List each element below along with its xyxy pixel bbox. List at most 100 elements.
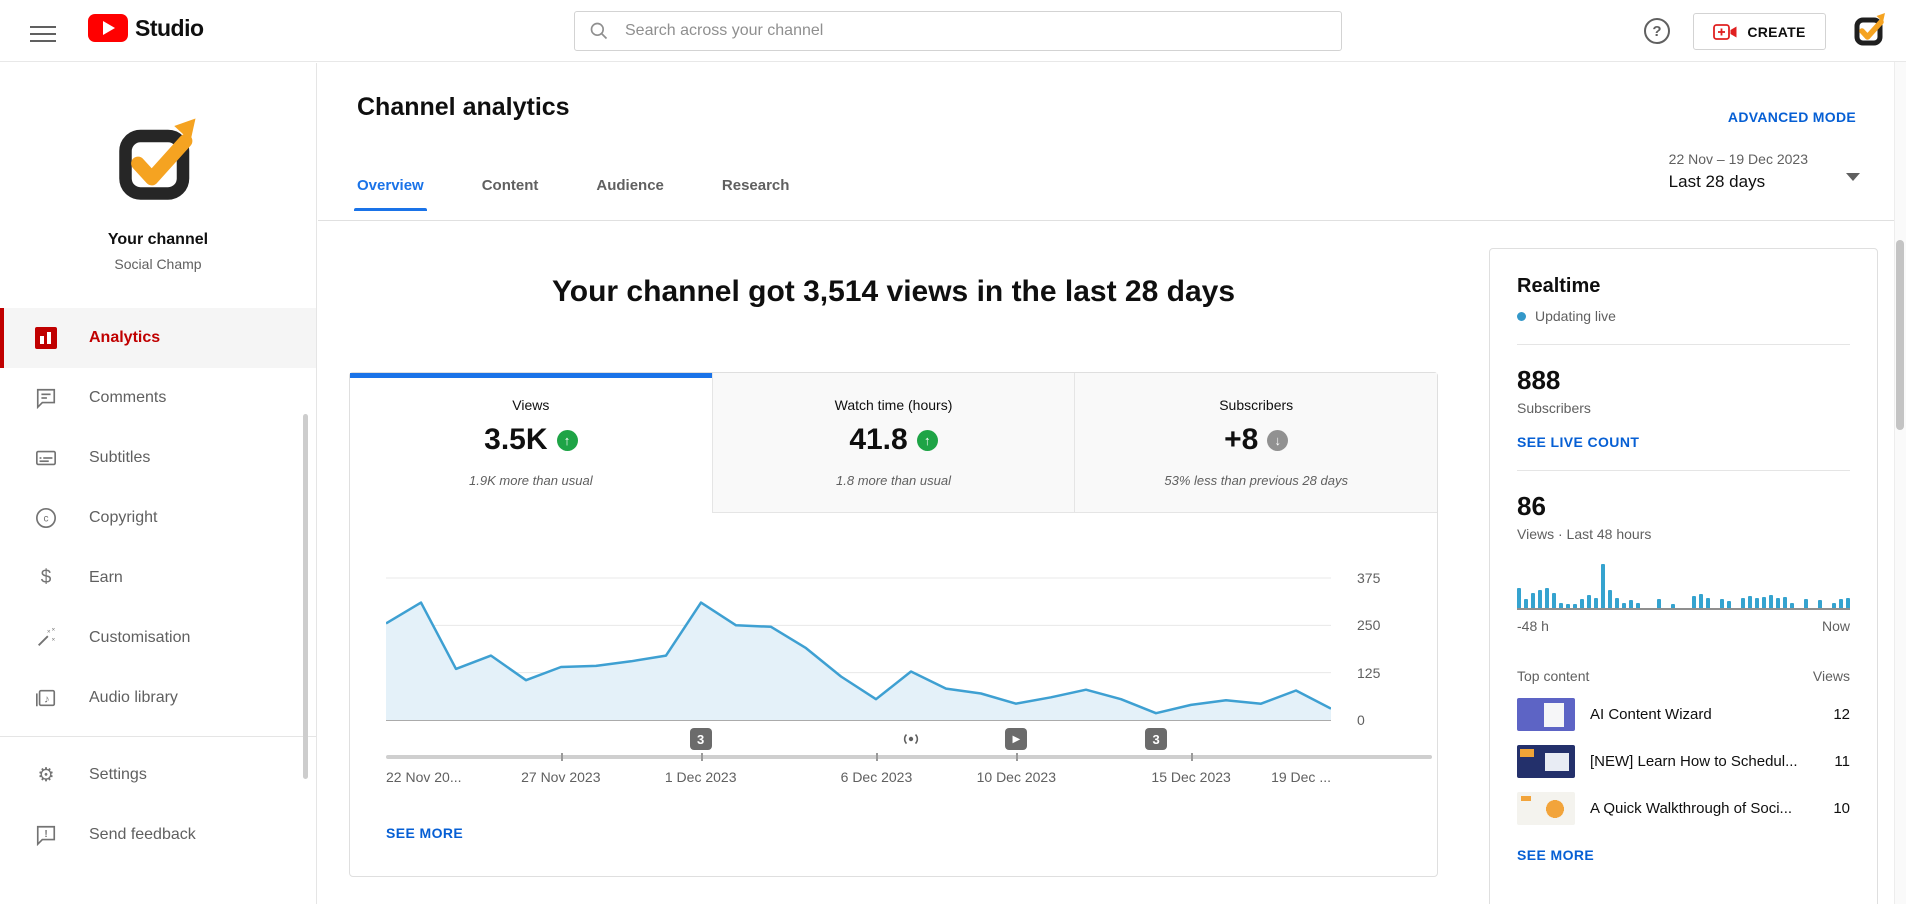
sidebar-item-label: Subtitles [89, 449, 151, 466]
tab-research[interactable]: Research [721, 177, 790, 194]
page-scrollbar-thumb[interactable] [1896, 240, 1904, 430]
metric-views[interactable]: Views 3.5K ↑ 1.9K more than usual [350, 373, 712, 513]
create-button-label: CREATE [1747, 23, 1806, 40]
realtime-bar [1762, 597, 1766, 608]
create-button[interactable]: CREATE [1693, 13, 1826, 50]
sidebar-scrollbar[interactable] [303, 414, 308, 779]
realtime-bar [1615, 598, 1619, 608]
line-chart-canvas[interactable] [386, 570, 1331, 730]
tab-audience[interactable]: Audience [596, 177, 664, 194]
metric-subscribers[interactable]: Subscribers +8 ↓ 53% less than previous … [1074, 373, 1438, 513]
tab-content[interactable]: Content [481, 177, 539, 194]
realtime-bar [1524, 599, 1528, 608]
video-marker-icon[interactable]: ▶ [1005, 728, 1028, 750]
see-live-count-link[interactable]: SEE LIVE COUNT [1517, 434, 1640, 450]
realtime-bar [1601, 564, 1605, 608]
channel-name: Social Champ [114, 256, 202, 272]
metric-note: 1.9K more than usual [469, 473, 593, 488]
realtime-axis: -48 h Now [1517, 618, 1850, 634]
search-bar[interactable] [574, 11, 1342, 51]
video-title: [NEW] Learn How to Schedul... [1590, 753, 1798, 770]
sidebar-item-label: Copyright [89, 509, 158, 526]
social-champ-logo-icon [119, 118, 196, 200]
realtime-status: Updating live [1517, 308, 1850, 324]
sidebar-item-audio-library[interactable]: ♪ Audio library [0, 668, 316, 728]
dollar-icon: $ [40, 567, 52, 588]
top-content-row[interactable]: [NEW] Learn How to Schedul... 11 [1517, 745, 1850, 778]
trend-down-icon: ↓ [1267, 429, 1289, 451]
svg-text:×: × [47, 628, 51, 635]
video-views: 10 [1833, 800, 1850, 817]
y-tick-label: 250 [1357, 617, 1381, 634]
x-tick-label: 19 Dec ... [1271, 769, 1331, 785]
svg-text:c: c [43, 514, 48, 525]
top-content-row[interactable]: A Quick Walkthrough of Soci... 10 [1517, 792, 1850, 825]
axis-left-label: -48 h [1517, 618, 1549, 634]
divider [1517, 470, 1850, 471]
metric-watch-time[interactable]: Watch time (hours) 41.8 ↑ 1.8 more than … [711, 373, 1075, 513]
realtime-bar [1783, 597, 1787, 608]
views-column-label: Views [1812, 668, 1850, 684]
posts-count-marker[interactable]: 3 [689, 728, 712, 750]
chart-scrollbar[interactable] [386, 755, 1432, 759]
subtitles-icon [34, 446, 58, 470]
overview-card: Views 3.5K ↑ 1.9K more than usual Watch … [349, 372, 1438, 877]
metric-value: +8 [1224, 423, 1259, 456]
realtime-bar-chart[interactable] [1517, 564, 1850, 610]
realtime-bar [1727, 601, 1731, 608]
y-tick-label: 0 [1357, 712, 1365, 728]
live-dot-icon [1517, 311, 1526, 321]
page-scrollbar[interactable] [1894, 0, 1906, 904]
realtime-bar [1720, 599, 1724, 608]
sidebar-item-comments[interactable]: Comments [0, 368, 316, 428]
realtime-bar [1769, 595, 1773, 608]
video-views: 11 [1834, 753, 1850, 770]
youtube-studio-logo[interactable]: Studio [88, 14, 204, 42]
metric-value: 41.8 [849, 423, 908, 456]
tabs-divider [318, 220, 1906, 221]
advanced-mode-link[interactable]: ADVANCED MODE [1727, 109, 1856, 125]
y-tick-label: 125 [1357, 664, 1381, 681]
menu-toggle-icon[interactable] [30, 21, 56, 42]
chevron-down-icon [1846, 172, 1860, 181]
realtime-bar [1671, 604, 1675, 608]
sidebar-item-subtitles[interactable]: Subtitles [0, 428, 316, 488]
wand-icon: × × × [34, 626, 58, 650]
main-content: Channel analytics ADVANCED MODE Overview… [318, 63, 1906, 904]
realtime-bar [1538, 590, 1542, 608]
sidebar-item-send-feedback[interactable]: ! Send feedback [0, 805, 316, 865]
video-title: A Quick Walkthrough of Soci... [1590, 800, 1793, 817]
posts-count-marker[interactable]: 3 [1145, 728, 1168, 750]
trend-up-icon: ↑ [916, 429, 938, 451]
sidebar-menu: Analytics Comments Subtitles c Copyright… [0, 308, 316, 865]
sidebar-item-label: Settings [89, 766, 147, 783]
channel-block[interactable]: Your channel Social Champ [0, 63, 316, 272]
date-range-text: 22 Nov – 19 Dec 2023 [1668, 151, 1808, 167]
realtime-bar [1580, 599, 1584, 608]
date-range-picker[interactable]: 22 Nov – 19 Dec 2023 Last 28 days [1669, 151, 1860, 192]
sidebar-item-copyright[interactable]: c Copyright [0, 488, 316, 548]
search-input[interactable] [625, 22, 1327, 40]
sidebar-item-analytics[interactable]: Analytics [0, 308, 316, 368]
realtime-views-count: 86 [1517, 491, 1546, 521]
x-tick-label: 10 Dec 2023 [976, 769, 1057, 785]
sidebar-item-earn[interactable]: $ Earn [0, 548, 316, 608]
metric-value: 3.5K [484, 423, 548, 456]
help-icon[interactable]: ? [1644, 18, 1670, 44]
live-stream-marker-icon[interactable] [898, 728, 924, 755]
account-avatar[interactable] [1852, 12, 1888, 48]
tab-overview[interactable]: Overview [354, 177, 427, 211]
see-more-link[interactable]: SEE MORE [386, 825, 464, 841]
studio-wordmark: Studio [135, 14, 204, 41]
realtime-bar [1818, 600, 1822, 608]
realtime-bar [1804, 599, 1808, 608]
your-channel-label: Your channel [107, 231, 209, 248]
realtime-see-more-link[interactable]: SEE MORE [1517, 847, 1595, 863]
top-content-row[interactable]: AI Content Wizard 12 [1517, 698, 1850, 731]
sidebar-item-label: Send feedback [89, 826, 196, 843]
svg-text:×: × [52, 637, 56, 644]
trend-up-icon: ↑ [556, 429, 578, 451]
sidebar-item-settings[interactable]: ⚙ Settings [0, 745, 316, 805]
channel-avatar[interactable] [113, 116, 203, 206]
sidebar-item-customisation[interactable]: × × × Customisation [0, 608, 316, 668]
